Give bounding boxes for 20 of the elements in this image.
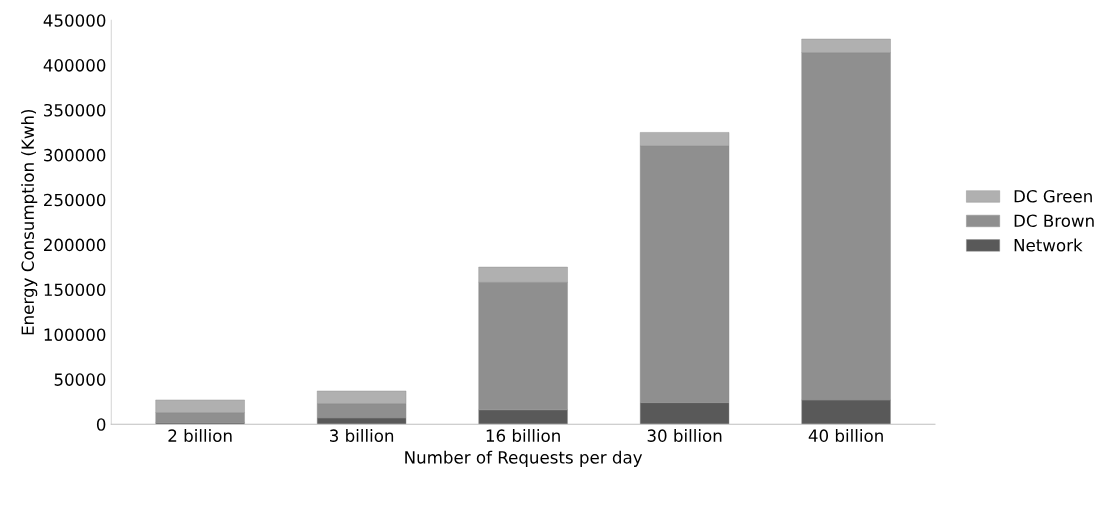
x-tick-label: 3 billion [330, 429, 394, 442]
y-tick-label: 150000 [44, 283, 106, 297]
x-tick-label: 16 billion [486, 429, 560, 442]
legend-label: DC Green [1014, 189, 1092, 203]
y-tick-label: 250000 [44, 193, 106, 207]
x-tick-label: 30 billion [647, 429, 722, 442]
x-tick-label: 2 billion [168, 429, 232, 442]
legend-label: DC Brown [1014, 214, 1094, 228]
y-tick-label: 100000 [44, 328, 106, 341]
legend-label: Network [1014, 238, 1083, 252]
y-tick-label: 0 [96, 418, 106, 431]
x-tick-label: 40 billion [808, 429, 883, 442]
y-axis-title: Energy Consumption (Kwh) [21, 109, 38, 335]
y-tick-label: 350000 [44, 103, 106, 117]
y-tick-label: 400000 [43, 59, 106, 72]
y-tick-label: 450000 [43, 14, 106, 27]
y-tick-label: 50000 [54, 373, 106, 386]
x-axis-title: Number of Requests per day [405, 450, 643, 467]
y-tick-label: 300000 [44, 148, 106, 162]
y-tick-label: 200000 [44, 238, 106, 252]
